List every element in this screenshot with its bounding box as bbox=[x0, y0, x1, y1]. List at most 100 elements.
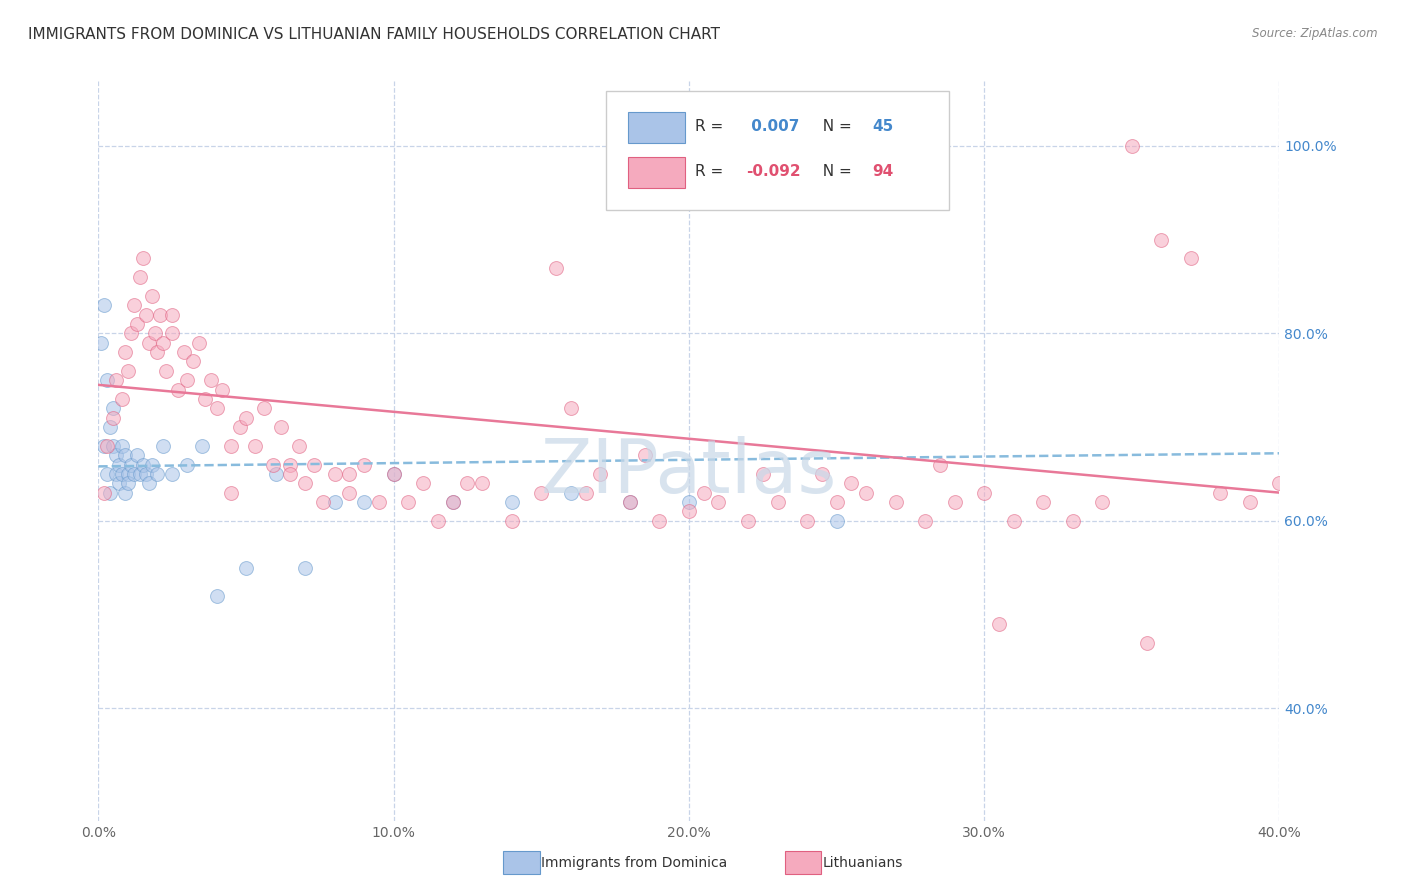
Point bbox=[221, 485, 243, 500]
Point bbox=[589, 467, 612, 481]
Point bbox=[884, 495, 907, 509]
FancyBboxPatch shape bbox=[606, 91, 949, 210]
Point bbox=[619, 495, 641, 509]
Point bbox=[811, 467, 834, 481]
Point bbox=[149, 308, 172, 322]
Point bbox=[105, 467, 128, 481]
Point bbox=[162, 308, 183, 322]
Point bbox=[125, 448, 148, 462]
Point bbox=[191, 439, 214, 453]
Point bbox=[457, 476, 479, 491]
Point bbox=[93, 485, 115, 500]
Point bbox=[1239, 495, 1261, 509]
Point bbox=[825, 495, 848, 509]
Point bbox=[575, 485, 598, 500]
Point bbox=[501, 495, 523, 509]
Text: R =: R = bbox=[695, 164, 728, 178]
Point bbox=[155, 364, 177, 378]
Point bbox=[132, 458, 155, 472]
Point bbox=[200, 373, 222, 387]
Point bbox=[167, 383, 190, 397]
Point bbox=[471, 476, 494, 491]
Point bbox=[766, 495, 789, 509]
Point bbox=[253, 401, 276, 416]
Point bbox=[111, 392, 134, 406]
Point bbox=[707, 495, 730, 509]
Point bbox=[103, 410, 125, 425]
Point bbox=[122, 298, 145, 312]
Point bbox=[135, 467, 157, 481]
Point bbox=[262, 458, 284, 472]
Text: N =: N = bbox=[813, 120, 856, 135]
Point bbox=[211, 383, 233, 397]
Point bbox=[138, 335, 160, 350]
Point bbox=[1121, 139, 1143, 153]
Point bbox=[280, 458, 302, 472]
Point bbox=[138, 476, 160, 491]
Point bbox=[427, 514, 450, 528]
Point bbox=[90, 335, 112, 350]
Point bbox=[1180, 252, 1202, 266]
Point bbox=[117, 467, 139, 481]
Point bbox=[382, 467, 405, 481]
Text: 0.007: 0.007 bbox=[745, 120, 799, 135]
Text: N =: N = bbox=[813, 164, 856, 178]
Point bbox=[229, 420, 252, 434]
Point bbox=[752, 467, 775, 481]
FancyBboxPatch shape bbox=[627, 112, 685, 144]
Point bbox=[173, 345, 195, 359]
Point bbox=[205, 589, 228, 603]
Point bbox=[187, 335, 209, 350]
Point bbox=[1062, 514, 1084, 528]
Point bbox=[737, 514, 759, 528]
Point bbox=[270, 420, 292, 434]
Point bbox=[1032, 495, 1054, 509]
Point bbox=[141, 458, 163, 472]
Point bbox=[825, 514, 848, 528]
Point bbox=[339, 467, 361, 481]
Point bbox=[141, 289, 163, 303]
Point bbox=[943, 495, 966, 509]
Point bbox=[205, 401, 228, 416]
FancyBboxPatch shape bbox=[627, 156, 685, 187]
Point bbox=[176, 373, 198, 387]
Point bbox=[146, 345, 169, 359]
Point bbox=[96, 373, 118, 387]
Point bbox=[176, 458, 198, 472]
Point bbox=[855, 485, 877, 500]
Point bbox=[221, 439, 243, 453]
Text: 45: 45 bbox=[872, 120, 893, 135]
Point bbox=[125, 317, 148, 331]
Point bbox=[634, 448, 657, 462]
Point bbox=[988, 616, 1011, 631]
Point bbox=[398, 495, 420, 509]
Point bbox=[114, 345, 136, 359]
Point bbox=[382, 467, 405, 481]
Point bbox=[353, 495, 375, 509]
Point bbox=[143, 326, 166, 341]
Point bbox=[132, 252, 155, 266]
Point bbox=[368, 495, 391, 509]
Point bbox=[96, 467, 118, 481]
Point bbox=[294, 560, 316, 574]
Point bbox=[117, 364, 139, 378]
Point bbox=[108, 476, 131, 491]
Point bbox=[693, 485, 716, 500]
Point bbox=[98, 420, 121, 434]
Point bbox=[243, 439, 266, 453]
Point bbox=[181, 354, 204, 368]
Text: Source: ZipAtlas.com: Source: ZipAtlas.com bbox=[1253, 27, 1378, 40]
Text: Lithuanians: Lithuanians bbox=[823, 856, 903, 871]
Point bbox=[353, 458, 375, 472]
Point bbox=[117, 476, 139, 491]
Point bbox=[152, 439, 174, 453]
Point bbox=[108, 458, 131, 472]
Point bbox=[152, 335, 174, 350]
Point bbox=[441, 495, 464, 509]
Text: ZIPatlas: ZIPatlas bbox=[541, 436, 837, 509]
Point bbox=[135, 308, 157, 322]
Point bbox=[339, 485, 361, 500]
Point bbox=[441, 495, 464, 509]
Point bbox=[105, 373, 128, 387]
Point bbox=[323, 495, 346, 509]
